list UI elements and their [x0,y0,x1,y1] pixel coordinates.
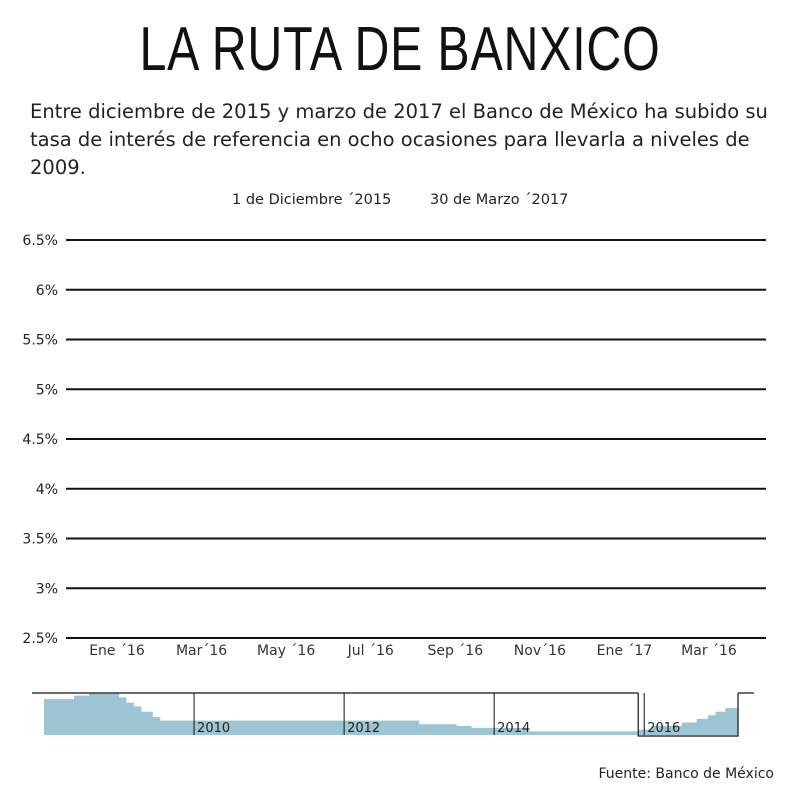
y-tick-label: 4% [36,482,58,498]
y-tick-label: 3.5% [22,532,58,548]
y-tick-label: 5% [36,382,58,398]
overview-area [44,693,738,735]
end-date-label: 30 de Marzo ´2017 [430,192,569,208]
overview-year-label: 2014 [497,721,530,736]
y-tick-label: 5.5% [22,333,58,349]
y-grid [66,239,766,639]
y-tick-label: 2.5% [22,631,58,647]
x-tick-label: Jul ´16 [347,643,394,659]
source-note: Fuente: Banco de México [598,766,774,782]
start-date-label: 1 de Diciembre ´2015 [232,192,392,208]
overview-area-path [44,693,738,735]
overview-frame [32,692,754,737]
overview-selection-box [637,693,739,737]
overview-year-label: 2016 [647,721,680,736]
overview-year-labels: 2010 2012 2014 2016 [197,721,680,736]
x-tick-label: Sep ´16 [427,643,483,659]
y-tick-label: 3% [36,581,58,597]
y-tick-label: 6% [36,283,58,299]
overview-chart: 2010 2012 2014 2016 [32,692,754,737]
chart-subtitle: Entre diciembre de 2015 y marzo de 2017 … [30,100,768,179]
x-tick-label: May ´16 [257,643,315,659]
overview-year-label: 2010 [197,721,230,736]
interest-rate-chart: 6.5% 6% 5.5% 5% 4.5% 4% 3.5% 3% 2.5% Ene ´16 Mar´… [22,233,766,659]
overview-year-label: 2012 [347,721,380,736]
x-tick-label: Nov´16 [514,643,566,659]
y-axis-labels: 6.5% 6% 5.5% 5% 4.5% 4% 3.5% 3% 2.5% [22,233,58,647]
x-axis-labels: Ene ´16 Mar´16 May ´16 Jul ´16 Sep ´16 Nov´16… [89,643,737,659]
x-tick-label: Ene ´16 [89,643,145,659]
x-tick-label: Mar´16 [176,643,227,659]
x-tick-label: Ene ´17 [597,643,653,659]
y-tick-label: 6.5% [22,233,58,249]
date-range-legend: 1 de Diciembre ´2015 30 de Marzo ´2017 [0,192,800,212]
y-tick-label: 4.5% [22,432,58,448]
chart-title: LA RUTA DE BANXICO [139,15,661,84]
x-tick-label: Mar ´16 [681,643,737,659]
